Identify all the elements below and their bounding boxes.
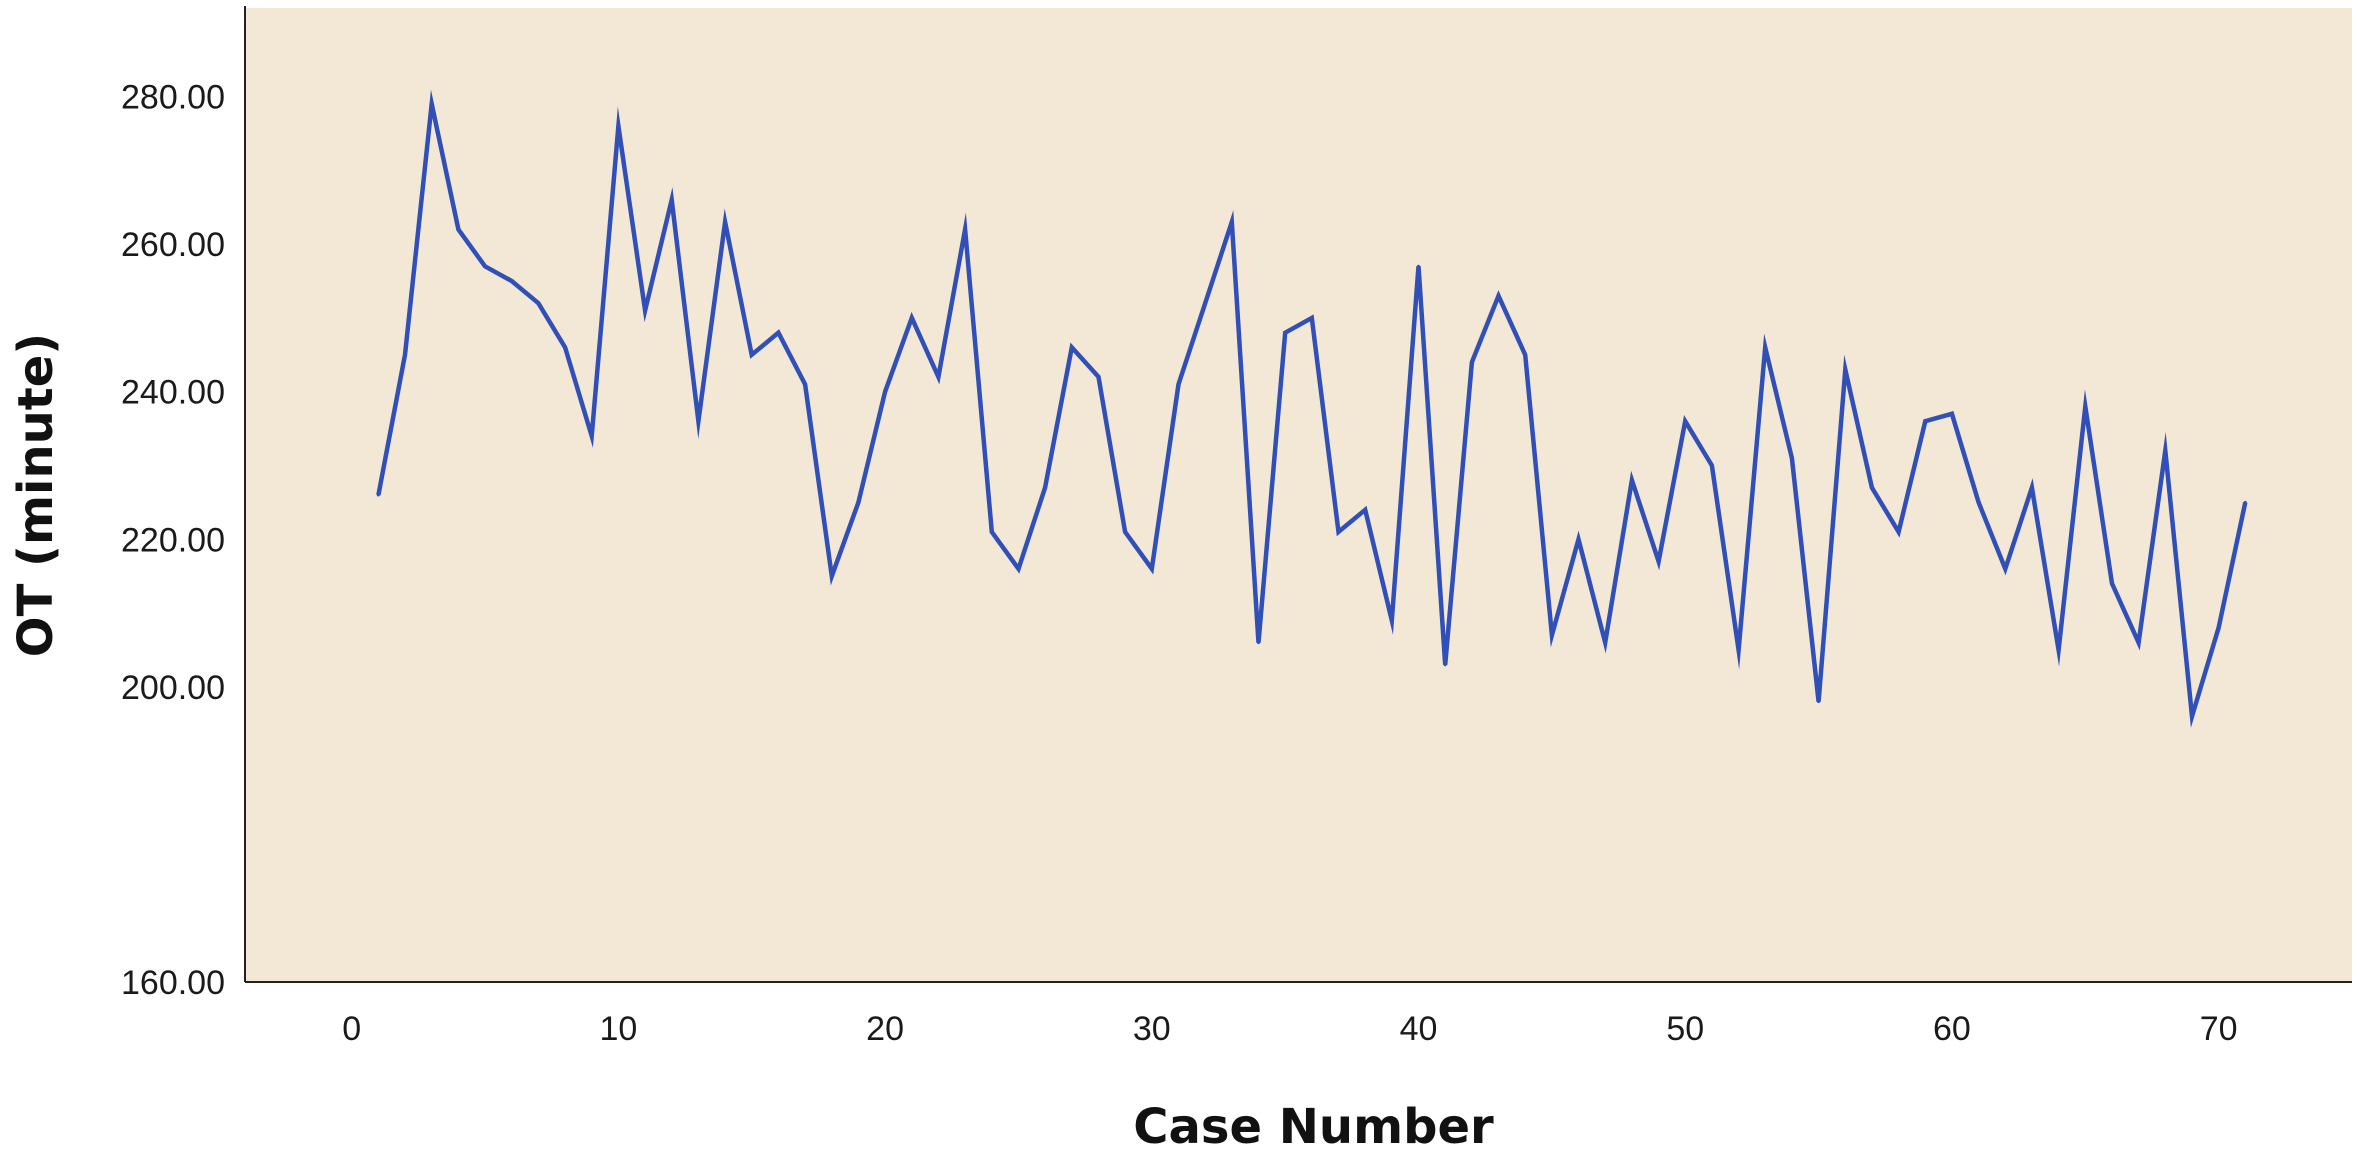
data-point [1683, 419, 1687, 423]
data-point [1923, 419, 1927, 423]
data-point [1843, 368, 1847, 372]
y-tick-label: 240.00 [121, 374, 225, 412]
series [376, 89, 2248, 728]
data-point [1470, 360, 1474, 364]
y-tick-label: 260.00 [121, 226, 225, 264]
data-point [1150, 567, 1154, 571]
data-point [2190, 714, 2194, 718]
data-point [1870, 486, 1874, 490]
data-point [2137, 641, 2141, 645]
y-tick-label: 280.00 [121, 79, 225, 117]
x-axis-title: Case Number [1133, 1099, 1494, 1155]
plot-area [245, 8, 2352, 982]
data-point [1043, 486, 1047, 490]
data-point [1737, 648, 1741, 652]
data-point [1283, 331, 1287, 335]
data-point [1203, 301, 1207, 305]
data-point [2217, 626, 2221, 630]
data-point [2243, 500, 2247, 504]
data-point [1710, 463, 1714, 467]
data-point [1176, 382, 1180, 386]
data-point [1577, 537, 1581, 541]
x-tick-label: 10 [599, 1010, 637, 1048]
data-point [563, 345, 567, 349]
x-tick-label: 20 [866, 1010, 904, 1048]
data-point [776, 331, 780, 335]
data-point [1523, 353, 1527, 357]
data-point [510, 279, 514, 283]
data-point [1390, 618, 1394, 622]
data-point [1977, 500, 1981, 504]
data-point [750, 353, 754, 357]
data-point [856, 500, 860, 504]
data-point [963, 227, 967, 231]
x-tick-label: 70 [2200, 1010, 2238, 1048]
data-point [616, 124, 620, 128]
x-tick-label: 60 [1933, 1010, 1971, 1048]
data-point [430, 102, 434, 106]
data-point [1630, 478, 1634, 482]
data-point [1763, 345, 1767, 349]
data-point [1363, 508, 1367, 512]
data-point [1310, 316, 1314, 320]
axis-ticks: 160.00 200.00 220.00 240.00 260.00 280.00 0 10 2… [121, 79, 2238, 1048]
data-point [1897, 530, 1901, 534]
data-point [1096, 375, 1100, 379]
data-point [1256, 641, 1260, 645]
data-point [2057, 648, 2061, 652]
data-point [1657, 559, 1661, 563]
data-point [1497, 294, 1501, 298]
y-tick-label: 160.00 [121, 964, 225, 1002]
data-point [403, 353, 407, 357]
data-point [1790, 456, 1794, 460]
data-point [643, 309, 647, 313]
data-point [723, 220, 727, 224]
data-point [1337, 530, 1341, 534]
x-tick-label: 30 [1133, 1010, 1171, 1048]
data-point [536, 301, 540, 305]
data-point [1070, 345, 1074, 349]
data-point [2003, 567, 2007, 571]
data-point [670, 198, 674, 202]
data-point [376, 493, 380, 497]
data-point [883, 390, 887, 394]
y-tick-label: 220.00 [121, 521, 225, 559]
y-axis-title: OT (minute) [8, 333, 64, 657]
data-point [590, 434, 594, 438]
y-tick-label: 200.00 [121, 669, 225, 707]
data-point [696, 419, 700, 423]
data-point [2163, 449, 2167, 453]
data-point [2030, 486, 2034, 490]
data-point [910, 316, 914, 320]
data-point [1550, 633, 1554, 637]
x-tick-label: 50 [1666, 1010, 1704, 1048]
data-point [1817, 700, 1821, 704]
data-point [1417, 264, 1421, 268]
data-point [936, 375, 940, 379]
data-point [1443, 663, 1447, 667]
data-point [1603, 641, 1607, 645]
data-point [1123, 530, 1127, 534]
x-tick-label: 0 [342, 1010, 361, 1048]
data-point [456, 227, 460, 231]
axes [244, 6, 2352, 983]
data-point [1230, 220, 1234, 224]
data-point [1950, 412, 1954, 416]
data-point [483, 264, 487, 268]
data-point [830, 574, 834, 578]
data-point [990, 530, 994, 534]
data-point [1016, 567, 1020, 571]
data-point [803, 382, 807, 386]
data-point [2083, 404, 2087, 408]
x-tick-label: 40 [1400, 1010, 1438, 1048]
data-point [2110, 582, 2114, 586]
